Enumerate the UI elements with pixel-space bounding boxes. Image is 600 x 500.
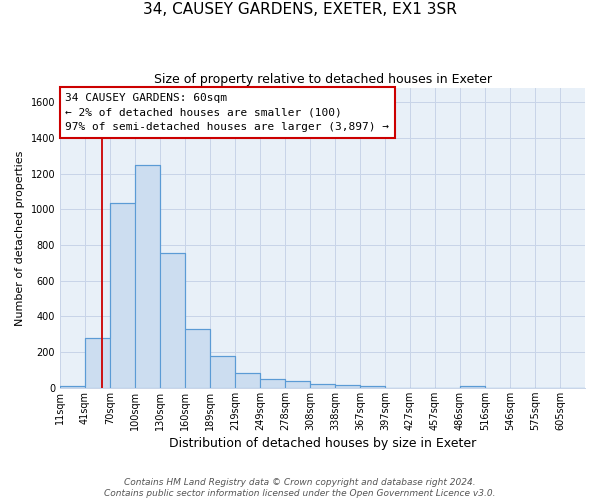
- Bar: [460, 386, 485, 388]
- Bar: [60, 386, 85, 388]
- Text: 34 CAUSEY GARDENS: 60sqm
← 2% of detached houses are smaller (100)
97% of semi-d: 34 CAUSEY GARDENS: 60sqm ← 2% of detache…: [65, 92, 389, 132]
- Text: Contains HM Land Registry data © Crown copyright and database right 2024.
Contai: Contains HM Land Registry data © Crown c…: [104, 478, 496, 498]
- Bar: [185, 329, 210, 388]
- Bar: [310, 384, 335, 388]
- Title: Size of property relative to detached houses in Exeter: Size of property relative to detached ho…: [154, 72, 491, 86]
- Text: 34, CAUSEY GARDENS, EXETER, EX1 3SR: 34, CAUSEY GARDENS, EXETER, EX1 3SR: [143, 2, 457, 18]
- Bar: [210, 356, 235, 388]
- Bar: [85, 338, 110, 388]
- Y-axis label: Number of detached properties: Number of detached properties: [15, 150, 25, 326]
- Bar: [360, 386, 385, 388]
- Bar: [160, 253, 185, 388]
- Bar: [285, 381, 310, 388]
- Bar: [260, 379, 285, 388]
- Bar: [110, 203, 135, 388]
- Bar: [335, 385, 360, 388]
- X-axis label: Distribution of detached houses by size in Exeter: Distribution of detached houses by size …: [169, 437, 476, 450]
- Bar: [135, 165, 160, 388]
- Bar: [235, 372, 260, 388]
